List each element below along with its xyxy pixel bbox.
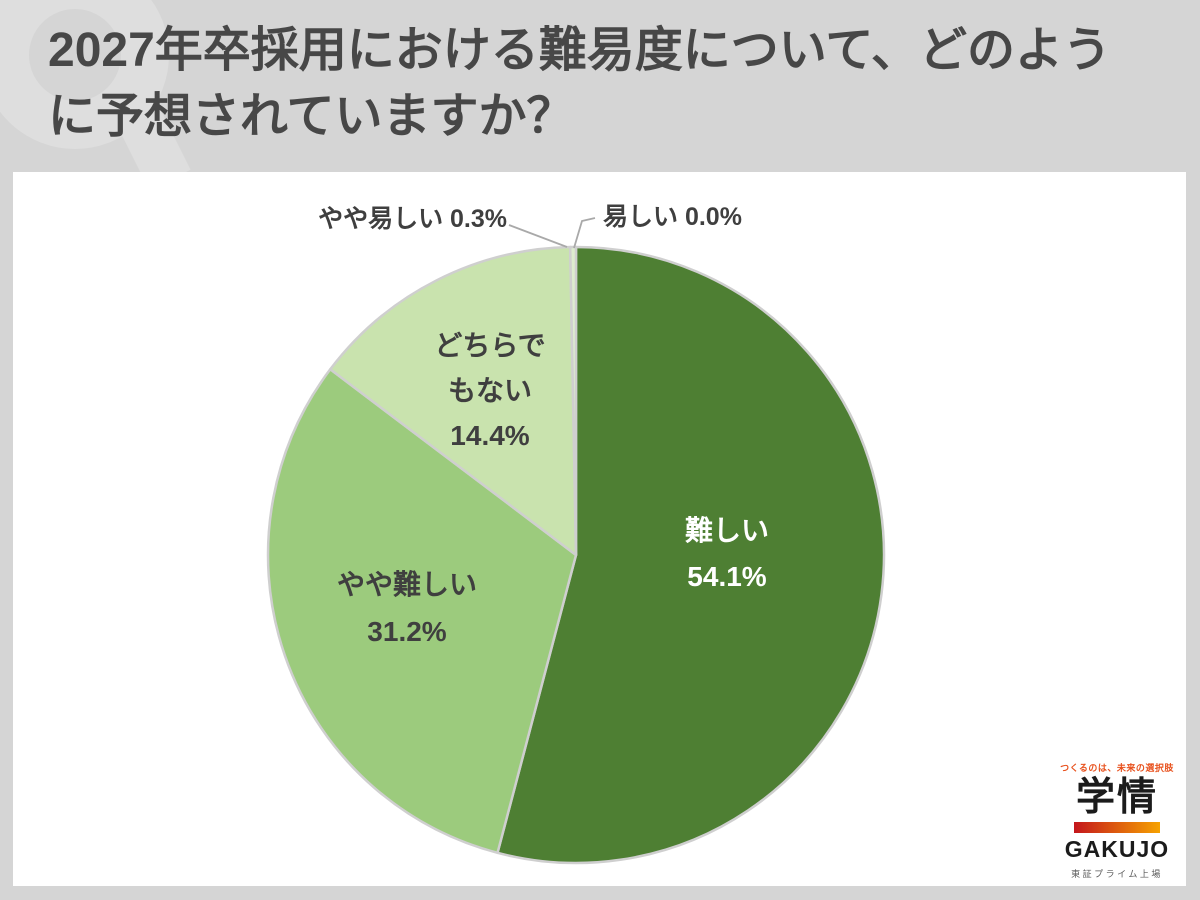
callout-yasashii: 易しい 0.0% <box>603 203 742 231</box>
slice-label-percent: 54.1% <box>687 561 767 592</box>
logo-subtext: 東証プライム上場 <box>1071 869 1163 879</box>
logo-gradient-bar <box>1074 822 1160 833</box>
pie-slice-やや易しい[interactable] <box>568 245 578 557</box>
logo-roman: GAKUJO <box>1064 836 1170 862</box>
slice-label-percent: 31.2% <box>367 616 447 647</box>
logo-kanji: 学情 <box>1075 776 1158 819</box>
gakujo-logo: つくるのは、未来の選択肢 学情 GAKUJO 東証プライム上場 <box>1057 761 1177 880</box>
callout-yaya-yasashii: やや易しい 0.3% <box>318 205 507 233</box>
pie-slice-難しい[interactable] <box>496 245 886 865</box>
slice-label-muzukashii: 難しい 54.1% <box>577 508 877 600</box>
chart-card: 難しい 54.1% やや難しい 31.2% どちらで もない 14.4% やや易… <box>13 172 1186 886</box>
slice-label-percent: 14.4% <box>450 420 530 451</box>
leader-line-yaya-yasashii <box>508 224 568 248</box>
pie-slice-どちらでもない[interactable] <box>329 245 578 557</box>
slice-label-yaya-muzukashii: やや難しい 31.2% <box>257 561 557 655</box>
question-watermark <box>0 0 191 172</box>
pie-slice-やや難しい[interactable] <box>266 368 578 855</box>
page-title-line1: 2027年卒採用における難易度について、どのよう <box>48 24 1111 77</box>
logo-tagline: つくるのは、未来の選択肢 <box>1060 763 1174 773</box>
pie-chart <box>266 217 886 865</box>
slice-label-dochirademonai: どちらで もない 14.4% <box>340 323 640 458</box>
header: 2027年卒採用における難易度について、どのよう に予想されていますか？ <box>48 18 1178 150</box>
slice-label-text: どちらで <box>434 330 546 361</box>
slice-label-text: 難しい <box>684 515 769 546</box>
leader-line-yasashii <box>573 217 596 249</box>
slice-label-text: やや難しい <box>336 569 477 600</box>
page-title-line2: に予想されていますか？ <box>48 90 575 143</box>
slice-label-text: もない <box>447 375 532 406</box>
